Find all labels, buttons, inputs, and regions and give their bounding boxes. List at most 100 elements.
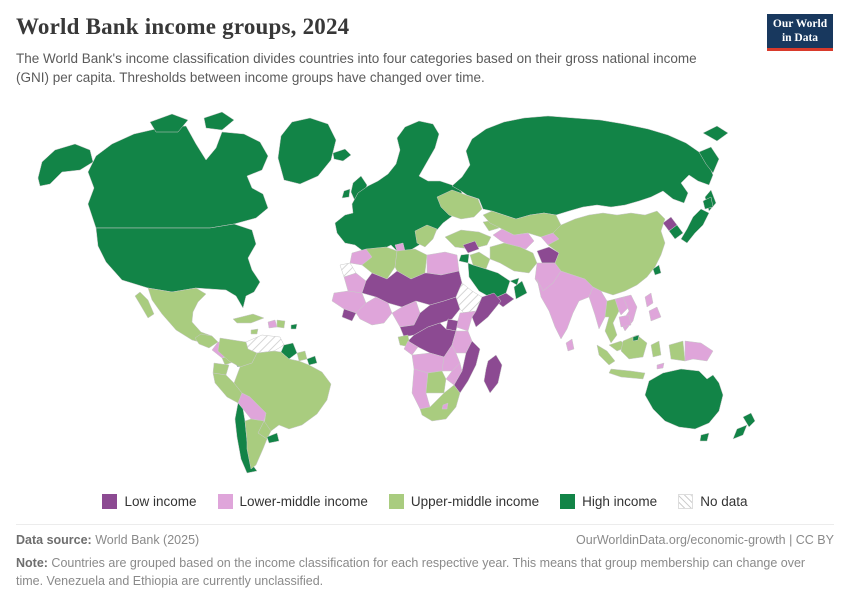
region-iceland[interactable] xyxy=(332,148,352,162)
region-arctic-islands-1[interactable] xyxy=(149,113,189,133)
region-iran[interactable] xyxy=(489,242,538,274)
region-central-america-north[interactable] xyxy=(194,333,219,349)
region-sri-lanka[interactable] xyxy=(565,338,575,352)
data-source: Data source: World Bank (2025) xyxy=(16,533,199,547)
region-suriname[interactable] xyxy=(296,350,308,362)
region-syria[interactable] xyxy=(462,240,480,254)
legend-label-low-income: Low income xyxy=(124,494,197,509)
legend-swatch-upper-middle-income xyxy=(388,494,404,509)
region-egypt[interactable] xyxy=(426,251,460,276)
region-greenland[interactable] xyxy=(277,117,337,185)
footnote-text: Countries are grouped based on the incom… xyxy=(16,556,806,589)
region-dominican-republic[interactable] xyxy=(276,319,286,329)
region-tasmania[interactable] xyxy=(699,432,710,442)
region-argentina[interactable] xyxy=(244,418,268,470)
region-russia[interactable] xyxy=(451,115,714,220)
region-australia[interactable] xyxy=(644,368,724,430)
region-brunei[interactable] xyxy=(632,334,640,342)
region-chukotka[interactable] xyxy=(702,125,729,142)
region-baja-california[interactable] xyxy=(134,291,155,319)
region-new-zealand-north[interactable] xyxy=(742,412,756,428)
legend-item-upper-middle-income[interactable]: Upper-middle income xyxy=(388,494,540,509)
region-philippines-north[interactable] xyxy=(644,292,654,308)
chart-footer: Data source: World Bank (2025) OurWorldi… xyxy=(16,524,834,590)
region-yemen[interactable] xyxy=(492,292,515,308)
region-mauritania[interactable] xyxy=(343,272,367,294)
region-europe[interactable] xyxy=(334,120,466,254)
region-philippines-south[interactable] xyxy=(648,306,662,322)
region-china-mongolia[interactable] xyxy=(547,210,666,296)
legend-label-upper-middle-income: Upper-middle income xyxy=(410,494,540,509)
owid-attribution-link[interactable]: OurWorldinData.org/economic-growth | CC … xyxy=(576,533,834,547)
legend-label-no-data: No data xyxy=(700,494,748,509)
region-oman[interactable] xyxy=(513,280,528,300)
region-puerto-rico[interactable] xyxy=(290,323,298,330)
region-west-papua[interactable] xyxy=(668,340,686,362)
region-gulf-states[interactable] xyxy=(509,277,520,286)
region-taiwan[interactable] xyxy=(652,264,662,276)
legend-item-low-income[interactable]: Low income xyxy=(102,494,197,509)
legend-label-high-income: High income xyxy=(582,494,658,509)
legend-swatch-low-income xyxy=(102,494,118,509)
region-venezuela[interactable] xyxy=(245,334,285,354)
region-guyana[interactable] xyxy=(280,342,298,360)
region-japan[interactable] xyxy=(680,208,710,244)
region-south-korea[interactable] xyxy=(668,224,684,240)
region-iraq[interactable] xyxy=(469,251,491,270)
world-choropleth-map xyxy=(0,95,850,493)
region-thailand[interactable] xyxy=(604,298,620,344)
region-zimbabwe[interactable] xyxy=(445,362,463,386)
region-java[interactable] xyxy=(608,368,646,380)
region-chile[interactable] xyxy=(234,402,258,474)
region-cuba[interactable] xyxy=(232,313,265,324)
chart-subtitle: The World Bank's income classification d… xyxy=(16,51,697,86)
region-india[interactable] xyxy=(536,270,594,340)
region-south-africa[interactable] xyxy=(419,384,461,422)
region-kenya[interactable] xyxy=(455,310,477,332)
footnote: Note: Countries are grouped based on the… xyxy=(16,554,834,590)
world-map-svg xyxy=(37,111,756,474)
legend-item-lower-middle-income[interactable]: Lower-middle income xyxy=(217,494,368,509)
region-uruguay[interactable] xyxy=(266,432,280,444)
region-ukraine-belarus[interactable] xyxy=(436,189,483,220)
region-jordan-israel[interactable] xyxy=(458,253,470,264)
region-papua-new-guinea[interactable] xyxy=(684,340,714,362)
legend-swatch-no-data xyxy=(678,494,694,509)
chart-title: World Bank income groups, 2024 xyxy=(16,14,350,39)
region-sumatra[interactable] xyxy=(596,344,616,366)
owid-logo[interactable]: Our World in Data xyxy=(767,14,833,51)
data-source-value: World Bank (2025) xyxy=(91,533,200,547)
region-balkans[interactable] xyxy=(414,224,438,248)
map-legend: Low income Lower-middle income Upper-mid… xyxy=(0,494,850,509)
legend-label-lower-middle-income: Lower-middle income xyxy=(239,494,368,509)
region-east-timor[interactable] xyxy=(656,362,665,370)
region-alaska[interactable] xyxy=(37,143,94,187)
legend-item-high-income[interactable]: High income xyxy=(560,494,657,509)
region-lesotho[interactable] xyxy=(441,402,449,410)
source-row: Data source: World Bank (2025) OurWorldi… xyxy=(16,533,834,547)
region-jamaica[interactable] xyxy=(250,328,259,335)
owid-logo-line2: in Data xyxy=(781,32,819,44)
region-uzbekistan-turkmenistan[interactable] xyxy=(492,228,535,250)
region-usa[interactable] xyxy=(95,223,261,309)
region-borneo[interactable] xyxy=(620,334,648,360)
region-saudi-arabia[interactable] xyxy=(467,262,511,300)
region-arctic-islands-2[interactable] xyxy=(203,111,235,131)
legend-item-no-data[interactable]: No data xyxy=(678,494,748,509)
region-turkey[interactable] xyxy=(444,229,492,250)
region-new-zealand-south[interactable] xyxy=(732,424,748,440)
legend-swatch-high-income xyxy=(560,494,576,509)
region-myanmar[interactable] xyxy=(588,286,608,330)
region-french-guiana[interactable] xyxy=(306,355,318,366)
region-sierra-leone-liberia[interactable] xyxy=(341,308,357,322)
region-mexico[interactable] xyxy=(147,287,213,345)
region-madagascar[interactable] xyxy=(483,354,503,394)
region-sulawesi[interactable] xyxy=(650,340,662,358)
region-canada[interactable] xyxy=(87,125,269,229)
region-botswana[interactable] xyxy=(425,370,447,394)
region-haiti[interactable] xyxy=(267,319,278,329)
region-kamchatka[interactable] xyxy=(698,146,720,174)
region-ireland[interactable] xyxy=(341,188,351,199)
region-hokkaido[interactable] xyxy=(702,196,714,210)
region-cambodia[interactable] xyxy=(618,314,632,328)
